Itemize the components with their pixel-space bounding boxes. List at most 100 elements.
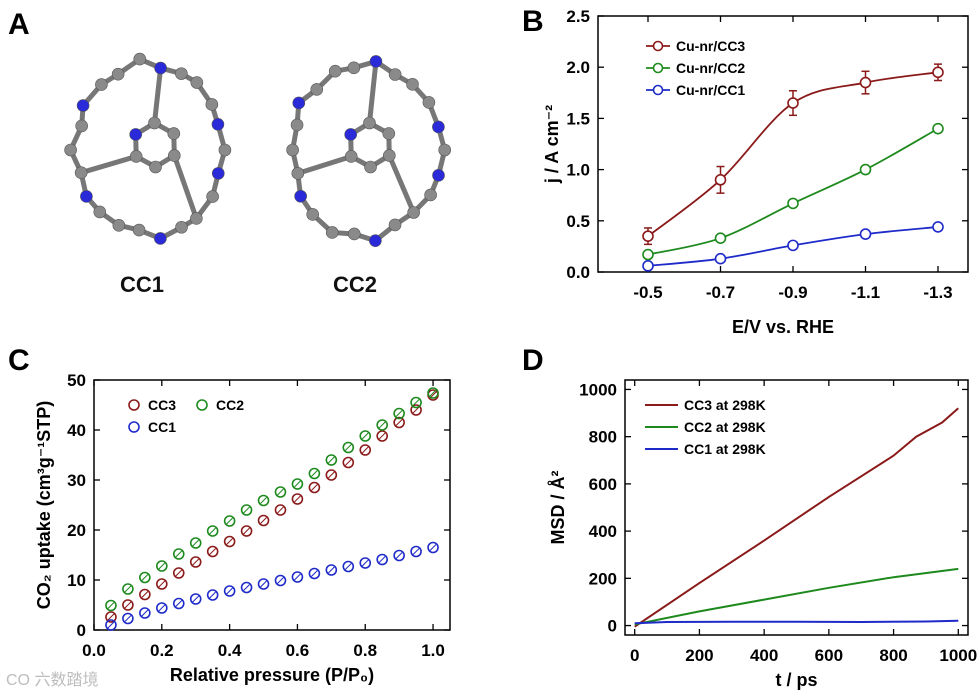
chart-d-plot-frame xyxy=(624,379,969,636)
chart-c-point-hatch xyxy=(175,550,183,558)
chart-c-point-cc1 xyxy=(325,564,338,576)
chart-c-point-cc1 xyxy=(223,585,236,597)
chart-c-point-cc3 xyxy=(105,611,117,623)
chart-c-point-hatch xyxy=(107,621,115,629)
chart-c-point-cc2 xyxy=(240,504,253,516)
carbon-atom xyxy=(306,208,319,221)
chart-b-y-tick-label: 0.0 xyxy=(566,263,590,282)
chart-c-point-cc3 xyxy=(308,481,321,494)
chart-c-x-axis-label: Relative pressure (P/P₀) xyxy=(170,665,374,685)
carbon-atom xyxy=(286,143,299,157)
chart-d-msd: 0 200 400 600 800 1000 0 200 400 600 800 1000 t / ps… xyxy=(548,379,977,690)
nitrogen-atom xyxy=(211,118,225,131)
carbon-atom xyxy=(218,143,232,157)
chart-d-x-tick-label: 600 xyxy=(815,646,843,665)
chart-c-point-cc3 xyxy=(342,456,355,469)
chart-c-point-hatch xyxy=(192,558,200,566)
carbon-atom xyxy=(422,96,436,109)
chart-c-point-hatch xyxy=(294,573,301,581)
chart-d-x-tick-label: 0 xyxy=(630,646,639,665)
chart-c-legend-marker-cc2 xyxy=(196,399,208,411)
nitrogen-atom xyxy=(369,55,383,68)
chart-c-point-cc1 xyxy=(189,593,202,605)
chart-c-point-cc3 xyxy=(393,416,405,429)
chart-d-legend-label: CC1 at 298K xyxy=(684,441,766,457)
chart-d-x-tick-label: 200 xyxy=(685,646,713,665)
carbon-atom xyxy=(383,149,396,162)
carbon-atom xyxy=(132,223,146,237)
chart-c-point-hatch xyxy=(141,591,149,598)
nitrogen-atom xyxy=(432,169,445,182)
chart-c-point-cc2 xyxy=(410,396,422,409)
chart-c-point-hatch xyxy=(344,444,352,451)
chart-d-y-tick-label: 200 xyxy=(589,569,617,588)
chart-c-point-cc2 xyxy=(172,548,185,560)
chart-c-legend-label: CC1 xyxy=(148,419,176,435)
carbon-atom xyxy=(149,160,162,174)
chart-c-point-cc3 xyxy=(223,535,236,548)
chart-c-point-hatch xyxy=(327,471,335,479)
chart-c-point-cc1 xyxy=(427,541,439,554)
chart-c-point-hatch xyxy=(378,556,386,563)
chart-c-point-hatch xyxy=(260,580,267,588)
chart-c-point-cc1 xyxy=(308,567,321,580)
chart-d-x-tick-label: 1000 xyxy=(939,646,977,665)
chart-c-point-cc2 xyxy=(206,525,219,537)
chart-b-x-tick-label: -1.1 xyxy=(851,283,880,302)
chart-c-point-cc1 xyxy=(410,545,422,558)
cage-bond xyxy=(80,154,137,176)
chart-c-point-cc2 xyxy=(342,441,355,454)
chart-c-point-cc3 xyxy=(325,469,338,481)
carbon-atom xyxy=(424,188,437,202)
chart-c-point-hatch xyxy=(260,497,267,504)
chart-c-point-cc3 xyxy=(274,504,287,516)
nitrogen-atom xyxy=(369,234,382,247)
chart-b-plot-frame xyxy=(597,15,969,273)
chart-c-point-cc3 xyxy=(291,493,304,505)
chart-c-point-cc1 xyxy=(342,560,355,573)
chart-c-x-tick-label: 0.2 xyxy=(150,641,174,660)
carbon-atom xyxy=(93,205,107,219)
chart-c-x-tick-label: 0.8 xyxy=(353,641,377,660)
chart-c-point-hatch xyxy=(124,615,132,622)
chart-d-x-axis-label: t / ps xyxy=(775,670,817,690)
chart-b-point-cc1 xyxy=(642,260,654,272)
chart-c-point-hatch xyxy=(277,488,284,496)
nitrogen-atom xyxy=(76,99,90,112)
carbon-atom xyxy=(64,143,77,157)
carbon-atom xyxy=(291,167,305,180)
chart-c-y-tick-label: 0 xyxy=(77,621,86,640)
chart-b-legend-marker-cc3 xyxy=(652,40,664,52)
carbon-atom xyxy=(112,219,126,232)
chart-c-point-hatch xyxy=(158,604,166,612)
chart-c-point-hatch xyxy=(344,563,352,570)
chart-c-y-tick-label: 30 xyxy=(67,471,86,490)
chart-c-point-hatch xyxy=(175,569,183,577)
chart-c-plot-frame xyxy=(93,379,451,631)
chart-c-point-cc2 xyxy=(359,430,372,442)
chart-c-legend-marker-cc1 xyxy=(128,421,140,433)
chart-c-point-cc3 xyxy=(172,567,185,579)
chart-c-point-cc2 xyxy=(156,560,168,572)
nitrogen-atom xyxy=(129,128,142,141)
chart-b-point-cc2 xyxy=(859,163,872,176)
chart-b-legend-label: Cu-nr/CC2 xyxy=(676,60,745,76)
chart-c-point-hatch xyxy=(209,591,217,599)
chart-c-x-tick-label: 0.0 xyxy=(82,641,106,660)
chart-c-point-cc3 xyxy=(359,444,372,456)
chart-b-y-tick-label: 1.0 xyxy=(566,161,590,180)
chart-c-point-hatch xyxy=(429,389,437,397)
chart-b-point-cc1 xyxy=(714,252,727,265)
chart-c-point-cc3 xyxy=(206,545,219,558)
chart-c-point-hatch xyxy=(107,613,115,621)
chart-c-point-cc1 xyxy=(172,597,185,610)
chart-c-point-hatch xyxy=(124,585,132,593)
chart-b-point-cc1 xyxy=(787,239,799,252)
chart-c-point-cc2 xyxy=(105,599,117,612)
benzene-ring xyxy=(348,120,392,170)
chart-c-point-hatch xyxy=(294,495,301,503)
chart-c-point-hatch xyxy=(311,570,318,577)
carbon-atom xyxy=(74,166,88,180)
chart-c-point-cc2 xyxy=(257,494,270,507)
chart-d-legend-label: CC2 at 298K xyxy=(684,419,766,435)
